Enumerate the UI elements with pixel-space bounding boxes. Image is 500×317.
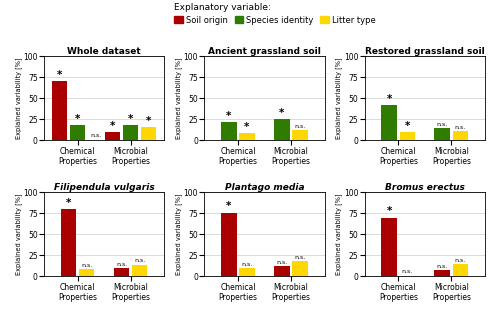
Bar: [70, 125, 86, 140]
Bar: [434, 270, 450, 276]
Text: *: *: [244, 121, 250, 132]
Title: Plantago media: Plantago media: [224, 183, 304, 192]
Bar: [141, 127, 156, 140]
Y-axis label: Explained variability [%]: Explained variability [%]: [176, 58, 182, 139]
Text: n.s.: n.s.: [276, 260, 287, 265]
Bar: [88, 139, 104, 140]
Text: n.s.: n.s.: [90, 133, 102, 138]
Text: *: *: [110, 121, 115, 131]
Text: *: *: [404, 121, 410, 131]
Text: *: *: [128, 114, 133, 124]
Bar: [452, 264, 468, 276]
Text: n.s.: n.s.: [402, 269, 413, 274]
Bar: [400, 275, 415, 276]
Text: n.s.: n.s.: [242, 262, 252, 267]
Y-axis label: Explained variability [%]: Explained variability [%]: [15, 58, 22, 139]
Bar: [122, 125, 138, 140]
Bar: [382, 218, 397, 276]
Text: *: *: [75, 114, 80, 124]
Text: *: *: [226, 201, 232, 211]
Bar: [452, 131, 468, 140]
Bar: [292, 261, 308, 276]
Y-axis label: Explained variability [%]: Explained variability [%]: [15, 194, 22, 275]
Text: n.s.: n.s.: [436, 121, 448, 126]
Y-axis label: Explained variability [%]: Explained variability [%]: [176, 194, 182, 275]
Title: Ancient grassland soil: Ancient grassland soil: [208, 47, 321, 56]
Text: n.s.: n.s.: [81, 262, 92, 268]
Text: *: *: [386, 94, 392, 104]
Text: *: *: [386, 206, 392, 217]
Text: *: *: [146, 116, 152, 126]
Text: *: *: [279, 108, 284, 118]
Bar: [382, 105, 397, 140]
Bar: [274, 266, 289, 276]
Bar: [60, 209, 76, 276]
Bar: [132, 265, 148, 276]
Bar: [239, 133, 255, 140]
Title: Whole dataset: Whole dataset: [67, 47, 141, 56]
Bar: [104, 132, 120, 140]
Text: *: *: [226, 111, 232, 121]
Bar: [292, 130, 308, 140]
Bar: [114, 268, 130, 276]
Bar: [400, 132, 415, 140]
Legend: Soil origin, Species identity, Litter type: Soil origin, Species identity, Litter ty…: [172, 1, 378, 27]
Y-axis label: Explained variability [%]: Explained variability [%]: [336, 58, 342, 139]
Text: n.s.: n.s.: [294, 124, 306, 129]
Bar: [52, 81, 68, 140]
Title: Filipendula vulgaris: Filipendula vulgaris: [54, 183, 154, 192]
Text: n.s.: n.s.: [454, 125, 466, 130]
Text: n.s.: n.s.: [436, 264, 448, 269]
Bar: [221, 213, 237, 276]
Title: Restored grassland soil: Restored grassland soil: [365, 47, 484, 56]
Y-axis label: Explained variability [%]: Explained variability [%]: [336, 194, 342, 275]
Text: n.s.: n.s.: [116, 262, 127, 267]
Text: n.s.: n.s.: [454, 257, 466, 262]
Bar: [221, 122, 237, 140]
Bar: [434, 128, 450, 140]
Text: *: *: [57, 69, 62, 80]
Text: n.s.: n.s.: [134, 258, 145, 263]
Bar: [274, 120, 289, 140]
Text: n.s.: n.s.: [294, 255, 306, 260]
Bar: [239, 268, 255, 276]
Title: Bromus erectus: Bromus erectus: [385, 183, 465, 192]
Bar: [79, 269, 94, 276]
Text: *: *: [66, 198, 71, 208]
